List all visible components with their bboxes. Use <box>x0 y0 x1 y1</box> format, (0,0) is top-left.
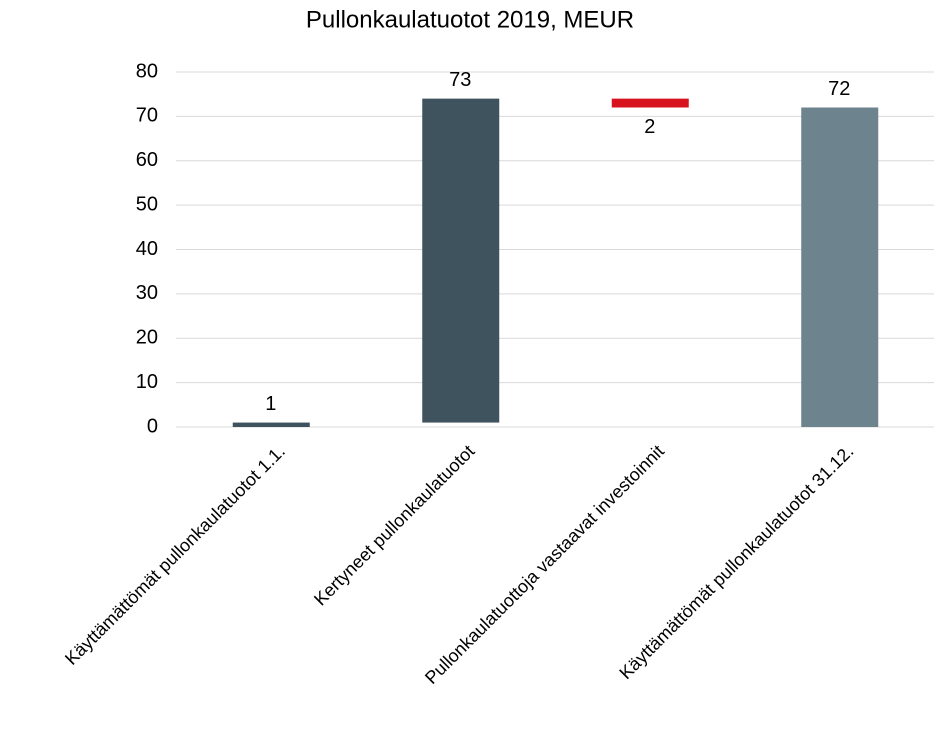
y-tick-label: 70 <box>136 105 158 127</box>
y-tick-label: 20 <box>136 327 158 349</box>
bar <box>232 422 310 427</box>
y-tick-label: 60 <box>136 149 158 171</box>
data-label: 73 <box>449 69 471 91</box>
bar <box>801 107 879 427</box>
y-tick-label: 40 <box>136 238 158 260</box>
y-tick-label: 80 <box>136 60 158 82</box>
y-tick-label: 10 <box>136 371 158 393</box>
y-tick-label: 0 <box>147 415 158 437</box>
bar <box>611 98 689 108</box>
data-label: 2 <box>644 116 655 138</box>
data-label: 1 <box>265 393 276 415</box>
chart-title: Pullonkaulatuotot 2019, MEUR <box>306 6 634 33</box>
x-tick-label: Pullonkaulatuottoja vastaavat investoinn… <box>421 441 668 688</box>
x-tick-label: Kertyneet pullonkaulatuotot <box>310 441 478 609</box>
x-tick-label: Käyttämättömät pullonkaulatuotot 31.12. <box>615 441 857 683</box>
data-label: 72 <box>828 78 850 100</box>
y-tick-label: 50 <box>136 193 158 215</box>
bar <box>422 98 500 423</box>
y-tick-label: 30 <box>136 282 158 304</box>
x-tick-label: Käyttämättömät pullonkaulatuotot 1.1. <box>61 441 289 669</box>
